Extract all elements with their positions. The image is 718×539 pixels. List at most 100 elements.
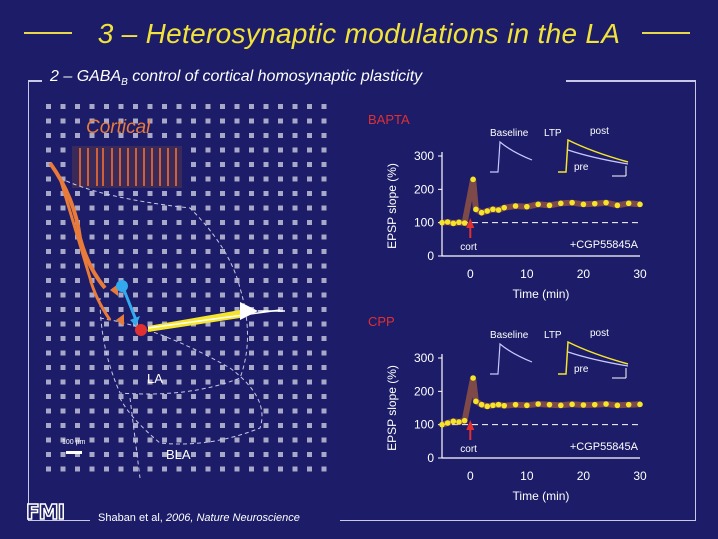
citation: Shaban et al, 2006, Nature Neuroscience	[98, 512, 300, 524]
interneuron-axon	[122, 289, 138, 321]
inset-post-label: post	[590, 328, 609, 339]
x-tick-label: 10	[520, 267, 534, 281]
y-tick-label: 300	[414, 351, 434, 365]
y-tick-label: 200	[414, 384, 434, 398]
inset-post-trace	[558, 340, 629, 375]
data-point	[603, 199, 609, 206]
cortical-terminal	[110, 284, 118, 296]
subtitle-sub: B	[121, 77, 128, 89]
inset-baseline-trace	[490, 342, 533, 375]
data-point	[569, 401, 575, 408]
data-point	[501, 402, 508, 409]
cortical-stripes	[72, 146, 182, 188]
data-point	[546, 401, 553, 408]
data-point	[512, 401, 519, 408]
inset-ltp-label: LTP	[544, 330, 562, 341]
data-point	[439, 421, 445, 428]
inset-baseline-label: Baseline	[490, 128, 529, 139]
data-point	[625, 401, 632, 408]
citation-authors: Shaban et al,	[98, 512, 166, 524]
data-point	[456, 419, 462, 425]
data-point	[490, 206, 496, 213]
inset-pre-trace	[567, 149, 629, 165]
data-point	[461, 417, 468, 424]
data-point	[478, 209, 485, 216]
data-point	[512, 203, 519, 209]
x-tick-label: 20	[577, 267, 591, 281]
data-point	[450, 220, 457, 227]
subtitle-main: 2 – GABA	[50, 68, 122, 85]
data-point	[580, 402, 587, 408]
data-point	[580, 201, 587, 208]
data-point	[490, 402, 496, 409]
y-tick-label: 100	[414, 216, 434, 230]
y-axis-label: EPSP slope (%)	[385, 365, 399, 451]
subtitle-rest: control of cortical homosynaptic plastic…	[127, 68, 423, 85]
chart-bapta: BAPTA 0 100 200 300 0 10 20 30 Time (min) EPSP slo…	[368, 112, 647, 301]
data-point	[603, 401, 609, 407]
data-point	[614, 402, 621, 409]
brain-slice-diagram: Cortical LA BLA 100 µm	[40, 98, 330, 478]
data-point	[470, 375, 476, 381]
frame-top-left	[28, 80, 42, 82]
y-tick-label: 0	[427, 451, 434, 465]
data-point	[546, 202, 553, 209]
y-tick-label: 300	[414, 149, 434, 163]
y-tick-label: 100	[414, 418, 434, 432]
la-label: LA	[147, 371, 163, 386]
nucleus-outlines	[59, 177, 263, 478]
data-point	[456, 219, 462, 226]
data-point	[535, 401, 541, 407]
data-point	[484, 208, 491, 214]
inset-post-trace	[558, 138, 629, 173]
data-point	[558, 200, 564, 207]
frame-top-right	[566, 80, 696, 82]
content-frame	[28, 80, 696, 521]
slide-subtitle: 2 – GABAB control of cortical homosynapt…	[50, 68, 422, 88]
data-point	[591, 200, 598, 207]
y-axis-label: EPSP slope (%)	[385, 163, 399, 249]
bla-label: BLA	[166, 447, 191, 462]
y-tick-label: 0	[427, 249, 434, 263]
citation-journal: Nature Neuroscience	[196, 512, 300, 524]
stim-arrow	[466, 420, 475, 430]
data-point	[439, 219, 445, 226]
stim-label: cort	[460, 242, 477, 253]
interneuron-terminal	[130, 316, 140, 326]
trace-band	[441, 178, 641, 227]
panel-label: CPP	[368, 314, 395, 329]
fmi-logo: FMI	[25, 499, 66, 525]
interneuron-soma	[116, 280, 128, 292]
slide-title: 3 – Heterosynaptic modulations in the LA	[97, 18, 621, 49]
data-point	[444, 219, 451, 225]
drug-label: +CGP55845A	[570, 239, 639, 251]
title-line-left	[24, 32, 72, 34]
inset-ltp-label: LTP	[544, 128, 562, 139]
inset-baseline-label: Baseline	[490, 330, 529, 341]
x-tick-label: 10	[520, 469, 534, 483]
data-point	[495, 401, 502, 408]
data-point	[478, 401, 485, 408]
stim-label: cort	[460, 444, 477, 455]
inset-post-label: post	[590, 126, 609, 137]
data-point	[450, 418, 457, 425]
trace-band	[441, 377, 641, 428]
x-tick-label: 30	[633, 469, 647, 483]
footer-mask	[90, 508, 340, 532]
data-point	[637, 201, 643, 208]
drug-label: +CGP55845A	[570, 441, 639, 453]
data-point	[461, 220, 468, 226]
scale-bar-label: 100 µm	[62, 439, 86, 446]
data-point	[535, 201, 541, 208]
data-point	[625, 200, 632, 207]
inset-pre-label: pre	[574, 364, 589, 375]
cortical-label: Cortical	[86, 117, 151, 138]
data-point	[637, 401, 643, 408]
cortical-terminal-2	[116, 314, 124, 326]
data-point	[484, 403, 491, 410]
electrode-line	[147, 309, 281, 329]
inset-pre-label: pre	[574, 162, 589, 173]
data-point	[524, 203, 530, 210]
data-point	[558, 402, 564, 409]
stim-point	[135, 324, 147, 336]
